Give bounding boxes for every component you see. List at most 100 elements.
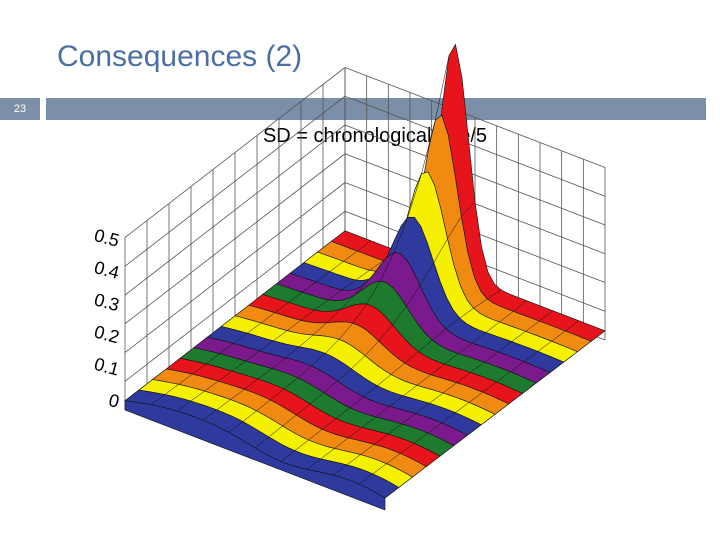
mesh-line [363,385,378,398]
mesh-line [415,403,430,414]
mesh-line [228,421,243,433]
mesh-line [270,388,285,401]
mesh-line [271,357,286,369]
mesh-line [525,320,540,332]
mesh-line [296,403,311,416]
mesh-line [418,339,433,352]
mesh-line [430,363,445,375]
mesh-line [508,393,523,405]
mesh-line [366,280,381,305]
mesh-line [314,299,329,311]
mesh-line [230,389,245,400]
mesh-line [551,330,566,342]
mesh-line [259,340,274,352]
z-axis-label: 0.5 [92,225,121,251]
mesh-line [467,424,482,436]
mesh-line [481,414,496,426]
mesh-line [315,271,330,283]
mesh-line [386,453,401,464]
mesh-line [297,365,312,378]
mesh-line [536,372,551,384]
mesh-line [374,433,389,445]
mesh-line [412,466,427,478]
mesh-line [407,173,422,218]
mesh-line [260,312,275,324]
mesh-line [311,353,326,367]
mesh-line [510,361,525,373]
header-bar [46,98,706,120]
mesh-line [455,402,470,413]
mesh-line [360,444,375,455]
mesh-line [354,280,369,296]
z-axis-label: 0.1 [92,354,121,380]
mesh-line [369,260,384,271]
mesh-line [433,238,448,263]
mesh-line [233,333,248,344]
mesh-line [322,418,337,430]
grid-line [344,67,606,168]
mesh-line [276,273,291,285]
mesh-line [473,298,488,309]
mesh-line [242,410,257,422]
mesh-line [323,380,338,393]
mesh-line [328,289,343,301]
mesh-line [309,392,324,405]
mesh-line [591,330,606,342]
mesh-line [494,403,509,415]
mesh-line [219,343,234,354]
surface-side [124,400,386,511]
mesh-line [348,427,363,439]
mesh-line [192,363,207,375]
mesh-line [361,416,376,428]
mesh-line [429,392,444,404]
mesh-line [470,362,485,373]
mesh-line [221,315,236,327]
mesh-line [346,454,361,466]
mesh-line [380,252,395,282]
mesh-line [176,400,191,412]
mesh-line [190,390,205,402]
mesh-line [513,300,528,312]
mesh-line [563,351,578,363]
mesh-line [461,201,476,217]
mesh-line [482,381,497,393]
mesh-line [164,384,179,395]
mesh-line [343,250,358,262]
mesh-line [539,310,554,322]
mesh-line [398,476,413,488]
mesh-line [282,414,297,427]
mesh-line [178,373,193,385]
mesh-line [432,328,447,341]
mesh-line [202,409,217,421]
mesh-line [496,371,511,383]
mesh-line [256,399,271,412]
mesh-line [308,429,323,441]
mesh-line [331,230,346,242]
mesh-line [403,385,418,397]
mesh-line [337,368,352,382]
z-axis-label: 0.2 [92,322,121,348]
mesh-line [124,389,139,401]
mesh-line [404,351,419,364]
mesh-line [577,341,592,352]
mesh-line [375,406,390,418]
mesh-line [485,321,500,333]
mesh-line [445,318,460,330]
mesh-line [218,370,233,382]
mesh-line [244,378,259,390]
mesh-line [302,281,317,293]
mesh-line [416,374,431,386]
mesh-line [166,358,181,370]
mesh-line [384,487,399,499]
mesh-line [400,443,415,454]
mesh-line [289,262,304,274]
mesh-line [389,395,404,407]
grid-line [344,95,606,197]
mesh-line [325,339,340,354]
mesh-line [421,120,436,174]
mesh-line [441,412,456,424]
mesh-line [247,322,262,334]
mesh-line [334,437,349,449]
slide-number: 23 [0,98,40,120]
